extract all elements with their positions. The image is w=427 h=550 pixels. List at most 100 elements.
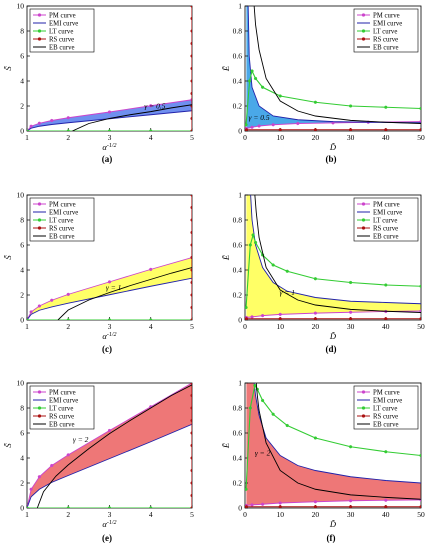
chart-panel-f: 0 10 20 30 40 50 0 0.2 0.4 0.6 0.8 1 D̃ Ẽγ = 2 PM curv… xyxy=(221,379,425,544)
x-axis-label: α-1/2 xyxy=(102,331,116,341)
legend-marker xyxy=(37,406,42,410)
x-tick-label: 20 xyxy=(312,322,320,331)
data-point xyxy=(29,124,33,128)
data-point xyxy=(190,54,192,58)
legend-marker xyxy=(37,13,42,17)
x-axis-label: α-1/2 xyxy=(102,142,116,152)
x-tick-label: 3 xyxy=(108,133,112,142)
data-point xyxy=(29,487,33,491)
data-point xyxy=(149,104,153,108)
data-point xyxy=(253,383,257,388)
x-axis-label: D̃ xyxy=(329,142,337,152)
series-line-eb-curve xyxy=(57,267,192,320)
data-point xyxy=(245,128,249,131)
data-point xyxy=(384,317,388,320)
data-point xyxy=(384,283,388,287)
series-line-emi-curve xyxy=(27,277,192,320)
data-point xyxy=(278,312,282,316)
x-tick-label: 50 xyxy=(417,510,425,519)
data-point xyxy=(190,506,192,508)
x-tick-label: 40 xyxy=(382,510,390,519)
y-tick-label: 2 xyxy=(20,291,24,300)
feasible-region-fill xyxy=(246,383,421,506)
y-tick-label: 0.4 xyxy=(233,454,243,463)
series-line-emi-curve xyxy=(250,195,421,305)
legend-label: EMI curve xyxy=(49,209,78,216)
x-tick-label: 40 xyxy=(382,133,390,142)
x-axis-label: D̃ xyxy=(329,331,337,341)
data-point xyxy=(250,69,254,73)
data-point xyxy=(190,6,192,8)
series-group xyxy=(27,195,192,320)
legend-marker xyxy=(361,406,366,410)
panel-caption: (f) xyxy=(327,533,336,543)
data-point xyxy=(349,499,353,503)
x-axis-label: D̃ xyxy=(329,519,337,529)
data-point xyxy=(245,505,249,508)
legend-label: PM curve xyxy=(373,389,400,396)
x-tick-label: 2 xyxy=(66,322,70,331)
data-point xyxy=(313,277,317,281)
legend-label: PM curve xyxy=(49,12,76,19)
x-tick-label: 10 xyxy=(276,322,284,331)
series-line-eb-curve xyxy=(253,6,421,124)
legend-label: LT curve xyxy=(373,28,397,35)
y-tick-label: 0.4 xyxy=(233,266,243,275)
data-point xyxy=(27,129,29,131)
y-tick-label: 0.6 xyxy=(233,429,243,438)
y-tick-label: 0 xyxy=(20,504,24,513)
data-point xyxy=(250,315,254,319)
data-point xyxy=(278,128,282,131)
series-line-emi-curve xyxy=(253,383,421,484)
legend-label: EB curve xyxy=(373,44,398,51)
data-point xyxy=(419,284,421,288)
x-tick-label: 30 xyxy=(347,322,355,331)
data-point xyxy=(251,233,255,237)
y-tick-label: 6 xyxy=(20,429,24,438)
data-point xyxy=(66,506,70,508)
series-group xyxy=(27,6,192,131)
data-point xyxy=(419,309,421,313)
data-point xyxy=(245,487,248,491)
y-tick-label: 10 xyxy=(17,379,25,388)
legend-label: LT curve xyxy=(373,217,397,224)
legend-label: PM curve xyxy=(373,201,400,208)
data-point xyxy=(190,205,192,210)
data-point xyxy=(247,79,252,83)
data-point xyxy=(190,468,192,473)
y-axis-label: Ẽ xyxy=(221,254,231,261)
gamma-annotation: γ = 1 xyxy=(106,283,122,292)
series-group xyxy=(245,6,421,131)
data-point xyxy=(384,505,388,508)
y-axis-label: S̃ xyxy=(3,443,13,448)
x-tick-label: 1 xyxy=(25,510,29,519)
y-tick-label: 4 xyxy=(20,77,24,86)
data-point xyxy=(190,418,192,423)
data-point xyxy=(37,121,41,125)
data-point xyxy=(190,268,192,272)
data-point xyxy=(349,128,353,131)
data-point xyxy=(66,318,70,320)
data-point xyxy=(27,506,29,508)
data-point xyxy=(245,317,249,320)
data-point xyxy=(313,505,317,508)
data-point xyxy=(190,195,192,197)
y-tick-label: 0 xyxy=(238,504,242,513)
data-point xyxy=(190,129,192,131)
x-tick-label: 20 xyxy=(312,510,320,519)
y-tick-label: 0.6 xyxy=(233,241,243,250)
data-point xyxy=(419,317,421,320)
data-point xyxy=(271,412,275,416)
data-point xyxy=(285,269,289,273)
x-tick-label: 0 xyxy=(243,133,247,142)
y-tick-label: 8 xyxy=(20,216,24,225)
data-point xyxy=(190,293,192,297)
y-tick-label: 1 xyxy=(238,191,242,200)
series-line-pm-curve xyxy=(27,383,192,508)
x-tick-label: 30 xyxy=(347,133,355,142)
data-point xyxy=(27,318,29,320)
